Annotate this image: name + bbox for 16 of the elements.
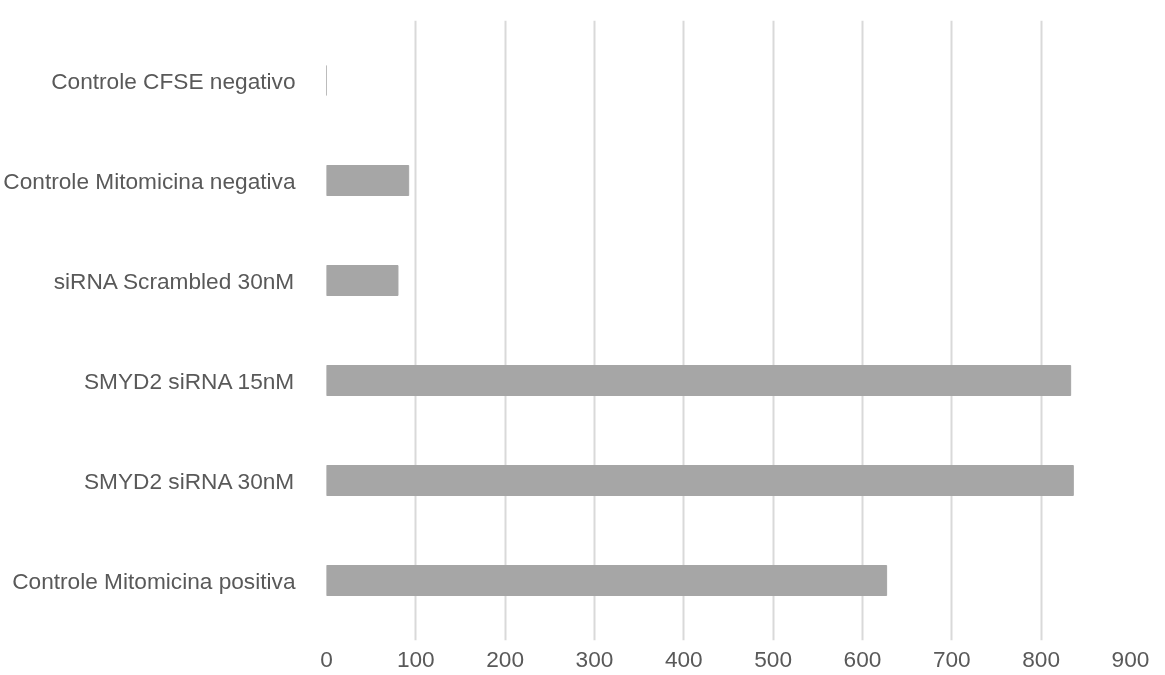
- x-tick-label: 0: [320, 645, 333, 672]
- x-tick-label: 200: [486, 645, 525, 672]
- y-tick-label: SMYD2 siRNA 30nM: [83, 467, 295, 494]
- x-tick-label: 900: [1111, 645, 1150, 672]
- y-tick-label: Controle CFSE negativo: [51, 67, 296, 94]
- x-tick-label: 100: [396, 645, 435, 672]
- x-tick-label: 500: [754, 645, 793, 672]
- y-tick-label: Controle Mitomicina positiva: [12, 567, 296, 594]
- x-tick-label: 800: [1022, 645, 1061, 672]
- x-tick-label: 600: [843, 645, 882, 672]
- y-tick-label: siRNA Scrambled 30nM: [53, 267, 295, 294]
- x-tick-label: 300: [575, 645, 614, 672]
- y-tick-label: SMYD2 siRNA 15nM: [83, 367, 295, 394]
- x-tick-label: 400: [664, 645, 703, 672]
- y-tick-label: Controle Mitomicina negativa: [3, 167, 296, 194]
- x-tick-label: 700: [932, 645, 971, 672]
